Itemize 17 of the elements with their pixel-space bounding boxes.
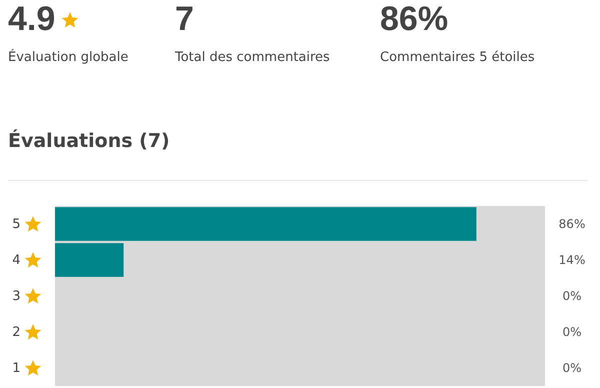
data-label: 14%: [558, 253, 586, 267]
text: 86%: [380, 0, 448, 39]
text: 4.9: [8, 0, 56, 39]
text: 7: [175, 0, 194, 39]
data-label: 0%: [562, 361, 582, 375]
y-tick-label: 5: [12, 217, 20, 232]
chart-title: Évaluations (7): [8, 130, 170, 152]
text: Total des commentaires: [175, 50, 330, 65]
text: Commentaires 5 étoiles: [380, 50, 535, 65]
data-label: 0%: [562, 289, 582, 303]
y-tick-label: 3: [12, 289, 20, 304]
y-tick-label: 1: [12, 361, 20, 376]
y-tick-label: 2: [12, 325, 20, 340]
data-label: 0%: [562, 325, 582, 339]
data-label: 86%: [558, 217, 586, 231]
y-tick-label: 4: [12, 253, 20, 268]
text: Évaluation globale: [8, 50, 128, 65]
